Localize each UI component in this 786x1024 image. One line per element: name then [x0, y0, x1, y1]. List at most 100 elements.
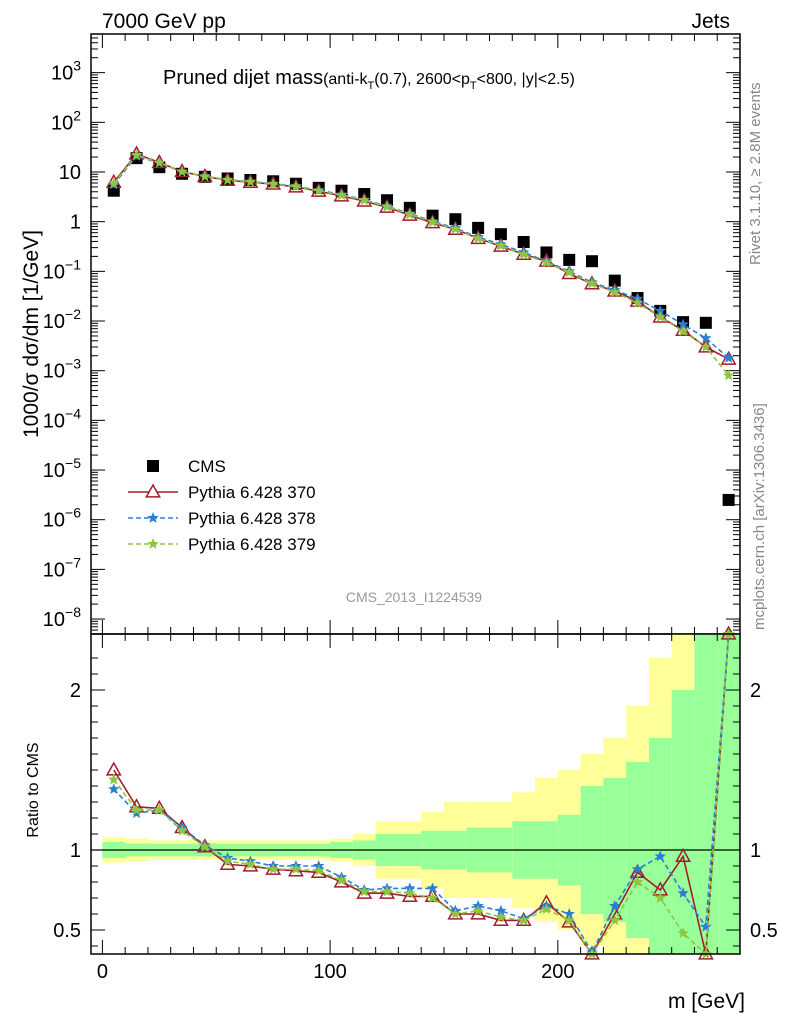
main-series-marker [426, 216, 439, 227]
ratio-y-tick-label-right: 0.5 [750, 920, 778, 942]
main-series-marker [128, 145, 145, 160]
main-title: Pruned dijet mass(anti-kT(0.7), 2600<pT<… [163, 67, 575, 92]
ratio-series-marker [290, 863, 302, 875]
main-y-tick-label: 103 [51, 58, 81, 85]
main-y-tick-label: 102 [51, 107, 81, 134]
legend-label: Pythia 6.428 378 [188, 509, 316, 528]
ratio-series-marker [540, 903, 553, 915]
ratio-series-marker [470, 905, 487, 920]
legend-label: Pythia 6.428 370 [188, 483, 316, 502]
main-series-line [113, 154, 730, 376]
main-series-marker [472, 232, 484, 244]
ratio-series-marker [199, 840, 211, 852]
ratio-series-marker [609, 900, 621, 911]
ratio-series-marker [108, 783, 120, 795]
ratio-series-marker [517, 914, 530, 926]
main-title-detail-sub1: T [368, 80, 375, 92]
legend-marker [147, 460, 159, 472]
ratio-band-inner [671, 690, 695, 954]
main-series-marker [449, 223, 462, 234]
cms-data-point [517, 235, 530, 248]
main-series-marker [563, 266, 575, 278]
ratio-series-marker [267, 863, 279, 875]
ratio-y-tick-label: 0.5 [53, 920, 81, 942]
ratio-series-marker [333, 873, 350, 888]
ratio-axes: 0.5 0.5 1 1 2 2 0 100 200 [53, 634, 778, 983]
main-title-detail-sub2: T [470, 80, 477, 92]
ratio-series-marker [700, 920, 712, 932]
header-right: Jets [691, 10, 730, 33]
main-series-marker [404, 208, 416, 220]
main-y-tick-label: 10−8 [43, 604, 81, 631]
ratio-series-marker [654, 892, 666, 903]
legend-label: Pythia 6.428 379 [188, 535, 316, 554]
main-y-axis: 10310210110−110−210−310−410−510−610−710−… [43, 33, 741, 635]
main-series-marker [677, 318, 689, 330]
main-title-detail-mid: (0.7), 2600<p [374, 71, 470, 88]
ratio-series-marker [563, 914, 575, 926]
ratio-uncertainty-bands [102, 634, 740, 954]
x-tick-label: 200 [541, 961, 574, 983]
legend-item-2: Pythia 6.428 378 [128, 509, 316, 528]
x-tick-label: 0 [97, 961, 108, 983]
main-y-label: 1000/σ dσ/dm [1/GeV] [20, 230, 43, 438]
main-y-tick-label: 10−3 [43, 356, 81, 383]
main-series-marker [244, 175, 257, 187]
legend-marker [145, 483, 161, 498]
ratio-series-marker [130, 807, 143, 819]
legend-marker [147, 538, 159, 549]
ratio-series-marker [424, 887, 441, 903]
ratio-series-marker [151, 799, 168, 815]
ratio-panel-frame [90, 633, 741, 955]
main-series-marker [335, 189, 348, 201]
ratio-series-marker [219, 855, 236, 871]
legend-item-1: Pythia 6.428 370 [128, 483, 316, 502]
main-y-tick-label: 10−5 [43, 455, 81, 482]
ratio-series-marker [176, 824, 188, 836]
main-title-detail-open: (anti-k [323, 71, 368, 88]
main-y-tick-label: 1 [70, 212, 81, 234]
ratio-series-marker [675, 847, 691, 863]
ratio-series-marker [313, 864, 325, 876]
ratio-band-inner [717, 634, 740, 954]
ratio-series-marker [654, 850, 666, 862]
ratio-series-marker [105, 761, 122, 776]
main-series-marker [631, 297, 644, 308]
ratio-series-marker [677, 927, 689, 939]
ratio-series-marker [561, 913, 578, 928]
header-left: 7000 GeV pp [102, 10, 226, 33]
main-series-marker [700, 340, 712, 352]
main-y-tick-label: 10−4 [43, 405, 81, 432]
ratio-series-marker [631, 863, 644, 875]
ratio-series-2 [108, 628, 735, 959]
ratio-series-marker [495, 904, 507, 916]
legend-label: CMS [188, 457, 226, 476]
ratio-series-marker [153, 804, 166, 815]
ratio-series-marker [221, 855, 234, 867]
main-series-marker [722, 352, 735, 363]
ratio-series-marker [335, 874, 348, 886]
ratio-band-inner [694, 634, 718, 954]
legend-item-0: CMS [147, 457, 226, 476]
x-tick-label: 100 [313, 961, 346, 983]
main-series-marker [313, 184, 325, 196]
main-series-marker [517, 248, 530, 260]
cms-data-point [563, 253, 576, 266]
main-series-marker [654, 311, 666, 322]
ratio-y-tick-label-right: 2 [750, 680, 761, 702]
legend-item-3: Pythia 6.428 379 [128, 535, 316, 554]
x-axis-label: m [GeV] [668, 990, 745, 1013]
cms-data-point [449, 213, 462, 226]
main-series-marker [654, 304, 666, 316]
main-title-detail-close: <800, |y|<2.5) [477, 71, 575, 88]
cms-data-point [494, 228, 507, 241]
ratio-series-marker [631, 876, 644, 887]
ratio-series-marker [472, 904, 484, 916]
cms-data-point [540, 246, 553, 259]
ratio-series-marker [130, 804, 143, 815]
main-series-marker [153, 156, 166, 168]
legend-marker [147, 512, 159, 523]
main-y-tick-label: 10−6 [43, 505, 81, 532]
main-series-marker [381, 200, 393, 212]
main-series-marker [130, 148, 143, 160]
